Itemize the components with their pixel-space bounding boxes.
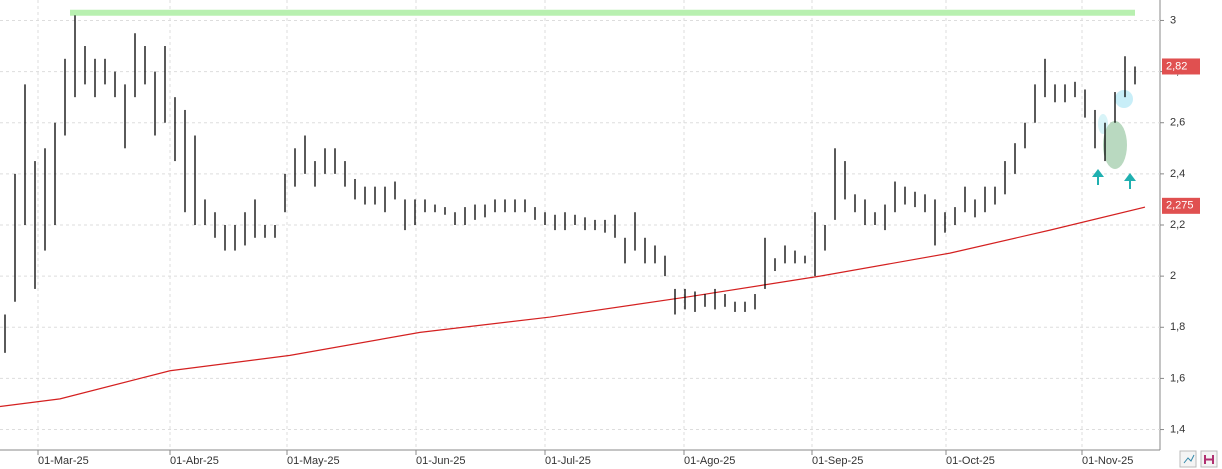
y-tick-label: 2,2 — [1170, 219, 1185, 231]
x-tick-label: 01-Mar-25 — [38, 455, 89, 467]
price-label: 2,275 — [1166, 200, 1194, 212]
zoom-icon — [1183, 454, 1195, 464]
x-tick-label: 01-May-25 — [287, 455, 340, 467]
y-tick-label: 1,4 — [1170, 423, 1185, 435]
x-tick-label: 01-Jul-25 — [545, 455, 591, 467]
x-tick-label: 01-Jun-25 — [416, 455, 466, 467]
y-tick-label: 2 — [1170, 270, 1176, 282]
x-tick-label: 01-Sep-25 — [812, 455, 863, 467]
x-tick-label: 01-Ago-25 — [684, 455, 735, 467]
price-label: 2,82 — [1166, 60, 1187, 72]
price-label-box — [1162, 197, 1200, 214]
zoom-button[interactable] — [1179, 450, 1197, 468]
x-tick-label: 01-Abr-25 — [170, 455, 219, 467]
y-tick-label: 2,4 — [1170, 168, 1185, 180]
y-tick-label: 2,6 — [1170, 117, 1185, 129]
price-label-box — [1162, 58, 1200, 75]
arrow-up — [1124, 173, 1136, 189]
y-tick-label: 1,8 — [1170, 321, 1185, 333]
arrow-up — [1092, 169, 1104, 185]
highlight — [1115, 90, 1133, 108]
y-tick-label: 3 — [1170, 14, 1176, 26]
x-tick-label: 01-Nov-25 — [1082, 455, 1133, 467]
save-icon — [1204, 455, 1214, 464]
x-tick-label: 01-Oct-25 — [946, 455, 995, 467]
y-tick-label: 1,6 — [1170, 372, 1185, 384]
highlight — [1103, 121, 1127, 169]
moving-average — [0, 206, 1146, 408]
